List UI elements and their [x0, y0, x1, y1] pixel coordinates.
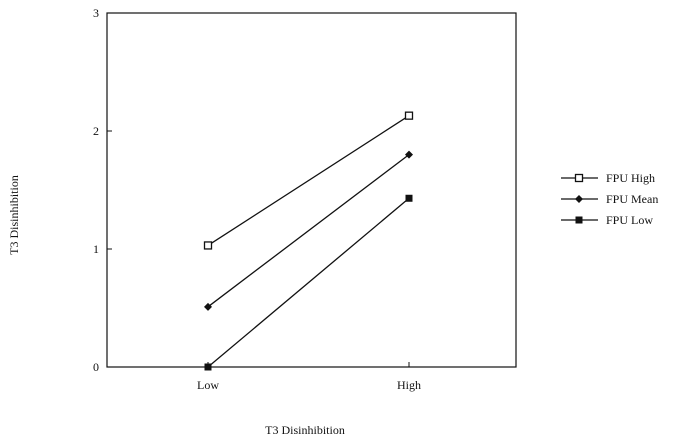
- y-tick-label: 2: [93, 124, 99, 138]
- legend: FPU High FPU Mean FPU Low: [561, 171, 658, 227]
- series-fpu-low: [204, 194, 413, 371]
- y-tick-label: 0: [93, 360, 99, 374]
- legend-marker: [575, 195, 583, 203]
- x-tick-label: High: [397, 378, 421, 392]
- series-line: [207, 154, 410, 308]
- y-axis-ticks: 0 1 2 3: [93, 6, 112, 374]
- data-point: [405, 194, 413, 202]
- legend-label: FPU Low: [606, 213, 653, 227]
- series-line: [207, 115, 410, 247]
- legend-label: FPU High: [606, 171, 655, 185]
- legend-label: FPU Mean: [606, 192, 658, 206]
- plot-frame: [106, 12, 517, 368]
- x-tick-label: Low: [197, 378, 219, 392]
- series-fpu-high: [203, 111, 414, 250]
- y-axis-title: T3 Disinhibition: [7, 175, 21, 255]
- data-point: [404, 111, 414, 120]
- x-axis-ticks: Low High: [197, 362, 421, 392]
- data-point: [204, 302, 212, 311]
- x-axis-title: T3 Disinhibition: [265, 423, 345, 437]
- data-point: [203, 241, 213, 250]
- legend-item: FPU Mean: [561, 192, 658, 206]
- series-line: [207, 197, 410, 368]
- y-tick-label: 3: [93, 6, 99, 20]
- legend-marker: [574, 173, 584, 183]
- legend-item: FPU High: [561, 171, 655, 185]
- data-point: [405, 150, 413, 159]
- legend-item: FPU Low: [561, 213, 653, 227]
- y-tick-label: 1: [93, 242, 99, 256]
- series-fpu-mean: [204, 150, 413, 311]
- legend-marker: [575, 216, 583, 224]
- data-point: [204, 363, 212, 371]
- series-layer: [203, 111, 414, 371]
